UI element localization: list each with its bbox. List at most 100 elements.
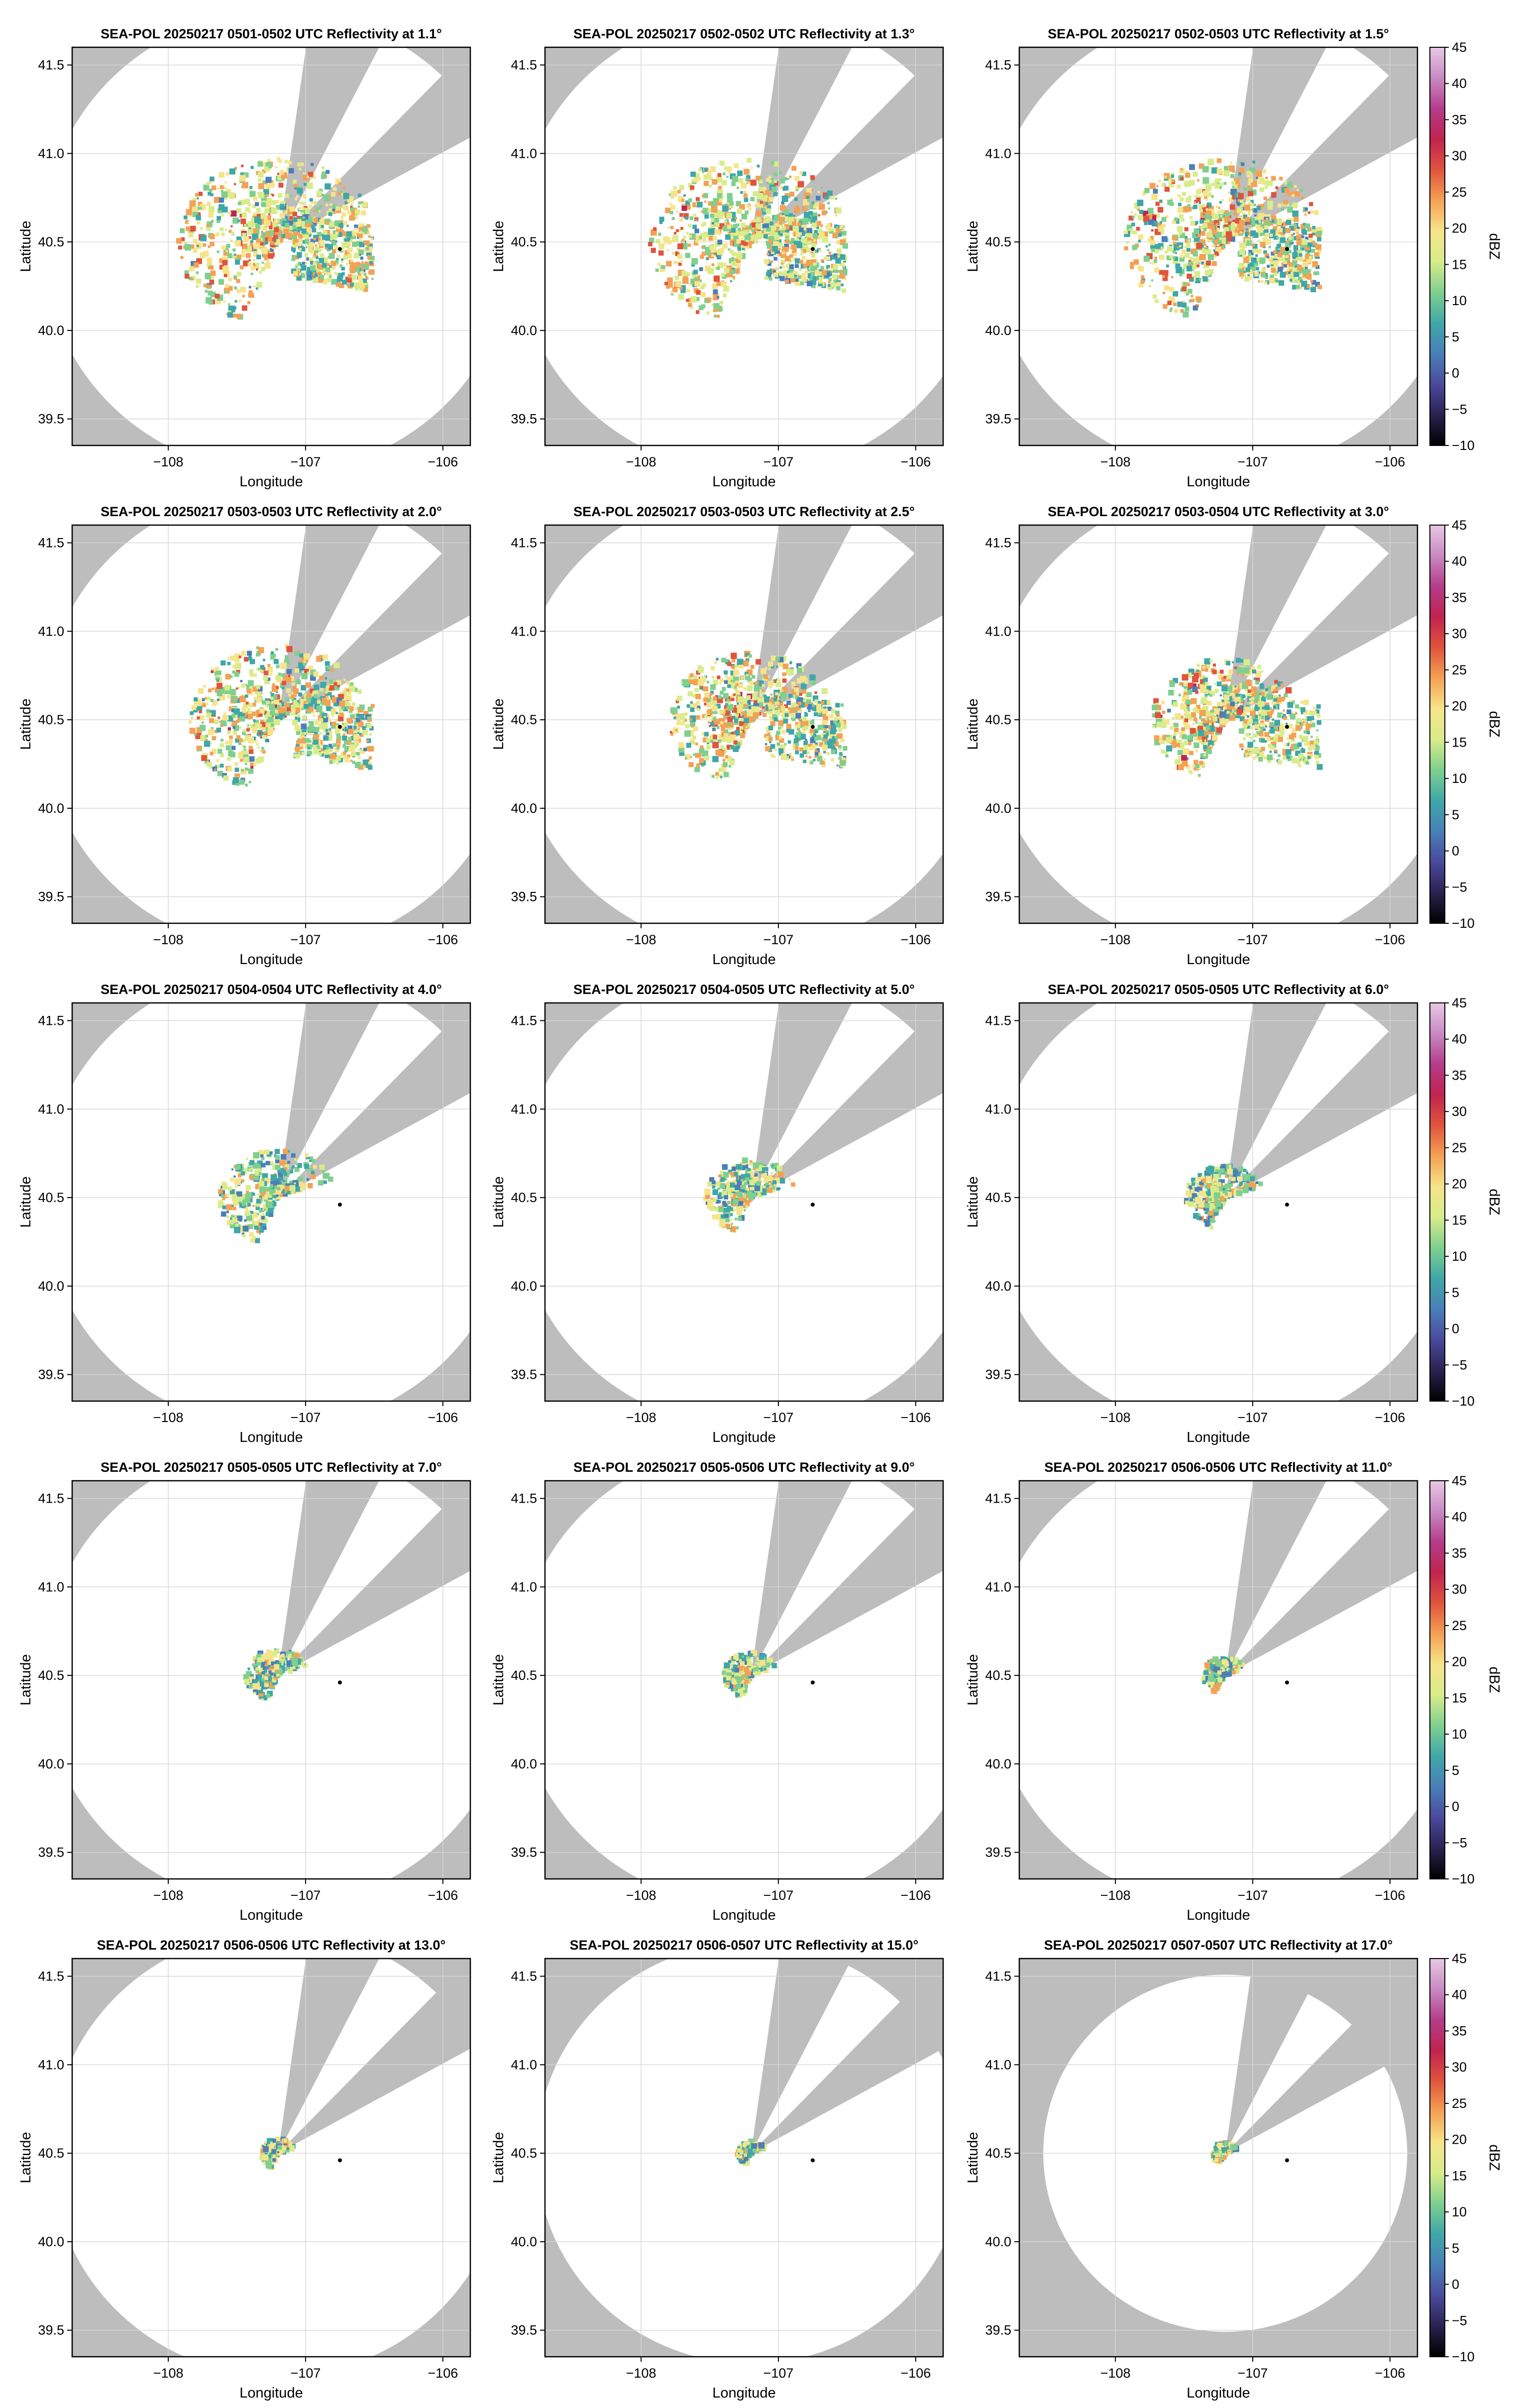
- x-axis-label: Longitude: [1187, 1429, 1250, 1445]
- colorbar-tick-label: 45: [1452, 1951, 1467, 1966]
- blocked-sector: [1225, 1003, 1326, 1198]
- colorbar-tick-label: 5: [1452, 329, 1459, 344]
- y-tick-label: 40.5: [38, 1668, 64, 1683]
- y-tick-label: 41.0: [511, 624, 537, 639]
- blocked-sector: [278, 525, 379, 720]
- reflectivity-echo: [669, 651, 848, 779]
- y-tick-label: 41.5: [38, 1013, 64, 1028]
- blocked-sector: [1225, 1968, 1312, 2154]
- site-marker: [1285, 725, 1289, 729]
- colorbar-tick-label: 40: [1452, 76, 1467, 91]
- plot-frame: [544, 1480, 944, 1880]
- site-marker: [337, 2158, 342, 2163]
- x-axis-label: Longitude: [712, 952, 775, 968]
- y-tick-label: 39.5: [511, 1367, 537, 1382]
- radar-panel: −108 −107 −106 39.5 40.0 40.5 41.0 41.5 SEA-POL …: [965, 26, 1418, 490]
- y-axis-label: Latitude: [491, 1654, 507, 1705]
- radar-panel: −108 −107 −106 39.5 40.0 40.5 41.0 41.5 SEA-POL …: [965, 1460, 1418, 1923]
- plot-frame: [1018, 1002, 1418, 1402]
- x-tick-label: −108: [153, 932, 184, 947]
- y-tick-label: 39.5: [38, 2323, 64, 2338]
- x-tick-label: −108: [1100, 2366, 1131, 2381]
- radar-panel: −108 −107 −106 39.5 40.0 40.5 41.0 41.5 SEA-POL …: [491, 26, 944, 490]
- y-tick-label: 41.0: [38, 1579, 64, 1594]
- x-tick-label: −106: [900, 932, 931, 947]
- y-tick-label: 40.5: [511, 234, 537, 249]
- reflectivity-echo: [259, 2136, 296, 2170]
- y-axis-label: Latitude: [965, 1654, 981, 1705]
- y-tick-label: 41.0: [985, 1579, 1011, 1594]
- axis-ticks: [540, 1975, 916, 2362]
- y-tick-label: 39.5: [985, 2323, 1011, 2338]
- coverage-area: [1019, 525, 1417, 923]
- colorbar-tick-label: 30: [1452, 1104, 1467, 1119]
- x-tick-label: −106: [1375, 1410, 1405, 1425]
- radar-panel: −108 −107 −106 39.5 40.0 40.5 41.0 41.5 SEA-POL …: [491, 1938, 944, 2401]
- colorbar-tick-label: 10: [1452, 771, 1467, 786]
- y-tick-label: 40.0: [985, 2234, 1011, 2249]
- radar-panel: −108 −107 −106 39.5 40.0 40.5 41.0 41.5 SEA-POL …: [18, 1938, 471, 2401]
- colorbar-tick-label: 40: [1452, 1032, 1467, 1047]
- reflectivity-echo: [722, 1649, 778, 1698]
- site-marker: [810, 725, 815, 729]
- site-marker: [1285, 2158, 1289, 2163]
- colorbar: −10 −5 0 5 10 15 20 25 30 35 40 45 dBZ: [1429, 995, 1502, 1409]
- y-tick-label: 41.5: [38, 58, 64, 73]
- colorbar-gradient: [1429, 47, 1445, 446]
- plot-frame: [71, 524, 471, 924]
- site-marker: [337, 725, 342, 729]
- x-tick-label: −106: [1375, 932, 1405, 947]
- colorbar-tick-label: 40: [1452, 554, 1467, 569]
- y-tick-label: 40.0: [38, 1279, 64, 1294]
- x-tick-label: −107: [763, 1888, 794, 1903]
- x-tick-label: −106: [1375, 1888, 1405, 1903]
- colorbar-tick-label: 25: [1452, 662, 1467, 677]
- blocked-sector: [1225, 1023, 1417, 1198]
- y-tick-label: 39.5: [511, 2323, 537, 2338]
- x-tick-label: −106: [428, 1410, 458, 1425]
- colorbar-tick-label: 15: [1452, 735, 1467, 750]
- plot-frame: [71, 1002, 471, 1402]
- reflectivity-echo: [176, 157, 375, 320]
- y-axis-label: Latitude: [18, 1176, 34, 1227]
- blocked-sector: [751, 1481, 852, 1676]
- reflectivity-echo: [1152, 657, 1323, 777]
- x-axis-label: Longitude: [239, 474, 303, 490]
- colorbar-tick-label: 20: [1452, 1654, 1467, 1669]
- y-tick-label: 41.0: [511, 1579, 537, 1594]
- x-tick-label: −108: [153, 2366, 184, 2381]
- site-marker: [337, 1203, 342, 1207]
- radar-panel: −108 −107 −106 39.5 40.0 40.5 41.0 41.5 SEA-POL …: [18, 26, 471, 490]
- x-axis-label: Longitude: [1187, 474, 1250, 490]
- panel-title: SEA-POL 20250217 0503-0504 UTC Reflectiv…: [1048, 504, 1389, 519]
- panel-title: SEA-POL 20250217 0506-0507 UTC Reflectiv…: [570, 1938, 919, 1953]
- plot-frame: [544, 46, 944, 446]
- y-tick-label: 40.5: [985, 1668, 1011, 1683]
- y-axis-label: Latitude: [18, 220, 34, 272]
- axis-ticks: [1014, 1020, 1391, 1406]
- x-axis-label: Longitude: [712, 1907, 775, 1923]
- x-tick-label: −106: [900, 454, 931, 469]
- panel-title: SEA-POL 20250217 0505-0505 UTC Reflectiv…: [101, 1460, 442, 1475]
- panel-title: SEA-POL 20250217 0502-0503 UTC Reflectiv…: [1048, 26, 1389, 41]
- grid: [1019, 1003, 1417, 1401]
- panel-title: SEA-POL 20250217 0504-0505 UTC Reflectiv…: [573, 982, 915, 997]
- y-tick-label: 41.5: [38, 536, 64, 550]
- axis-ticks: [1014, 1498, 1391, 1884]
- reflectivity-echo: [648, 158, 848, 318]
- colorbar-tick-label: 15: [1452, 1212, 1467, 1227]
- y-tick-label: 39.5: [38, 889, 64, 904]
- panel-title: SEA-POL 20250217 0503-0503 UTC Reflectiv…: [101, 504, 442, 519]
- colorbar-gradient: [1429, 525, 1445, 924]
- colorbar: −10 −5 0 5 10 15 20 25 30 35 40 45 dBZ: [1429, 1951, 1502, 2364]
- x-tick-label: −108: [1100, 1410, 1131, 1425]
- colorbar-tick-label: 25: [1452, 185, 1467, 200]
- colorbar-tick-label: 5: [1452, 1763, 1459, 1778]
- x-tick-label: −106: [428, 454, 458, 469]
- x-tick-label: −107: [291, 454, 321, 469]
- blocked-sector: [278, 1003, 379, 1198]
- colorbar-tick-label: 30: [1452, 1582, 1467, 1597]
- colorbar-tick-label: 45: [1452, 40, 1467, 55]
- panel-title: SEA-POL 20250217 0503-0503 UTC Reflectiv…: [573, 504, 915, 519]
- plot-frame: [71, 1480, 471, 1880]
